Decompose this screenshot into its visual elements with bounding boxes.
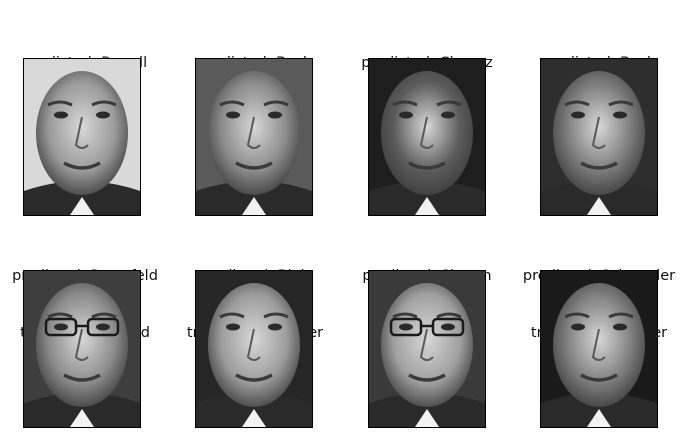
face-image: [540, 58, 658, 216]
right-eyebrow: [436, 312, 462, 319]
right-eye: [613, 323, 627, 331]
mouth: [235, 161, 273, 170]
shirt-collar: [415, 197, 439, 215]
face-shape: [553, 71, 645, 195]
right-eye: [96, 111, 110, 119]
shirt-collar: [70, 409, 94, 427]
right-eye: [441, 323, 455, 331]
right-eye: [441, 111, 455, 119]
left-eye: [571, 111, 585, 119]
face-image: [23, 58, 141, 216]
face-image: [368, 58, 486, 216]
right-eye: [268, 323, 282, 331]
left-eye: [54, 323, 68, 331]
right-eyebrow: [91, 100, 117, 107]
face-shape: [553, 283, 645, 407]
left-eyebrow: [392, 312, 418, 319]
face-image: [368, 270, 486, 428]
right-eye: [268, 111, 282, 119]
shirt-collar: [415, 409, 439, 427]
face-photo: [24, 271, 140, 427]
left-eye: [226, 323, 240, 331]
nose: [591, 328, 606, 361]
right-eyebrow: [263, 312, 289, 319]
face-photo: [196, 59, 312, 215]
nose: [74, 116, 89, 149]
face-shape: [36, 283, 128, 407]
left-eye: [226, 111, 240, 119]
face-image: [23, 270, 141, 428]
face-tile: predicted: Bush true: Bush: [514, 0, 684, 220]
right-eyebrow: [263, 100, 289, 107]
shirt-collar: [587, 409, 611, 427]
face-tile: predicted: Blair true: Schroeder: [170, 212, 340, 442]
left-eyebrow: [47, 100, 73, 107]
face-tile: predicted: Bush true: Bush: [170, 0, 340, 220]
face-photo: [541, 59, 657, 215]
left-eyebrow: [47, 312, 73, 319]
face-shape: [36, 71, 128, 195]
face-shape: [381, 283, 473, 407]
face-image: [540, 270, 658, 428]
right-eyebrow: [436, 100, 462, 107]
right-eyebrow: [608, 312, 634, 319]
face-tile: predicted: Rumsfeld true: Rumsfeld: [0, 212, 170, 442]
left-eye: [54, 111, 68, 119]
face-shape: [208, 71, 300, 195]
left-eye: [399, 111, 413, 119]
shirt-collar: [242, 197, 266, 215]
face-shape: [208, 283, 300, 407]
nose: [419, 116, 434, 149]
mouth: [408, 161, 446, 170]
face-image: [195, 58, 313, 216]
mouth: [63, 373, 101, 382]
nose: [591, 116, 606, 149]
nose: [419, 328, 434, 361]
mouth: [408, 373, 446, 382]
right-eye: [613, 111, 627, 119]
right-eyebrow: [608, 100, 634, 107]
face-tile: predicted: Schroeder true: Schroeder: [514, 212, 684, 442]
nose: [74, 328, 89, 361]
right-eyebrow: [91, 312, 117, 319]
right-eye: [96, 323, 110, 331]
mouth: [235, 373, 273, 382]
left-eyebrow: [564, 100, 590, 107]
face-image: [195, 270, 313, 428]
face-photo: [541, 271, 657, 427]
nose: [246, 328, 261, 361]
left-eyebrow: [219, 100, 245, 107]
mouth: [63, 161, 101, 170]
left-eyebrow: [564, 312, 590, 319]
face-tile: predicted: Chavez true: Chavez: [342, 0, 512, 220]
left-eye: [571, 323, 585, 331]
face-photo: [369, 59, 485, 215]
face-photo: [196, 271, 312, 427]
left-eyebrow: [219, 312, 245, 319]
face-tile: predicted: Sharon true: Sharon: [342, 212, 512, 442]
face-photo: [24, 59, 140, 215]
face-shape: [381, 71, 473, 195]
mouth: [580, 161, 618, 170]
nose: [246, 116, 261, 149]
left-eye: [399, 323, 413, 331]
shirt-collar: [587, 197, 611, 215]
face-tile: predicted: Powell true: Powell: [0, 0, 170, 220]
mouth: [580, 373, 618, 382]
face-photo: [369, 271, 485, 427]
shirt-collar: [70, 197, 94, 215]
shirt-collar: [242, 409, 266, 427]
left-eyebrow: [392, 100, 418, 107]
